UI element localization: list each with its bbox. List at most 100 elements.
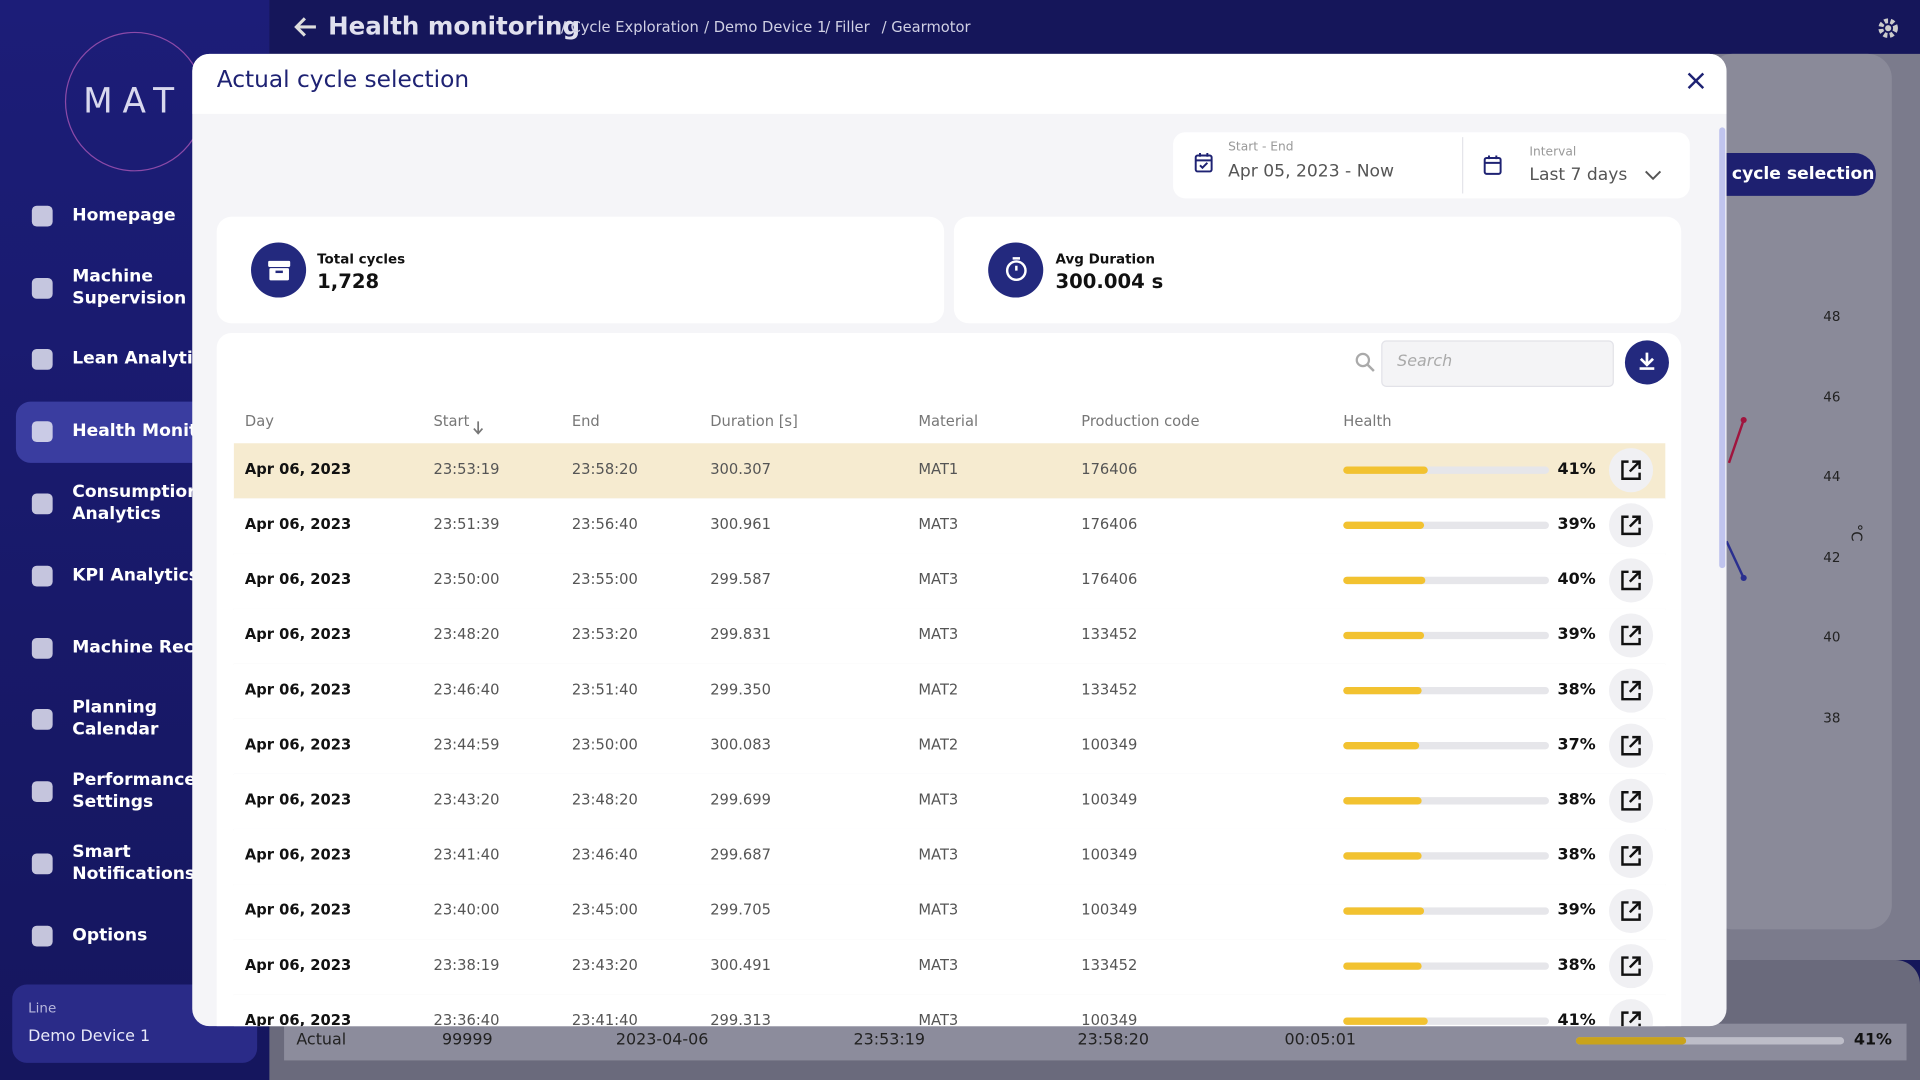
breadcrumb[interactable]: / Gearmotor — [881, 18, 971, 36]
search-input[interactable] — [1381, 340, 1614, 387]
open-glyph[interactable] — [1609, 834, 1653, 878]
sort-icon[interactable] — [473, 416, 484, 435]
nav-icon[interactable] — [31, 925, 53, 947]
nav-item[interactable]: KPI Analytics — [72, 565, 199, 586]
nav-item[interactable]: Lean Analytic — [72, 348, 203, 369]
open-glyph[interactable] — [1609, 503, 1653, 547]
axis-unit: °C — [1847, 523, 1866, 542]
cell: 23:50:00 — [571, 735, 638, 754]
cycle-button[interactable]: ed cycle selection — [1702, 153, 1876, 196]
search-placeholder[interactable]: Search — [1397, 352, 1453, 372]
cell: 100349 — [1081, 791, 1138, 809]
scrollbar — [1719, 127, 1726, 569]
health-bar — [1343, 631, 1424, 640]
cell: 299.350 — [710, 680, 771, 698]
axis-tick-label: 40 — [1823, 629, 1841, 646]
health-track — [1343, 521, 1549, 529]
breadcrumb[interactable]: / Cycle Exploration — [560, 18, 699, 36]
download-glyph[interactable] — [1637, 351, 1657, 371]
open-button[interactable] — [1608, 888, 1654, 934]
cell: 300.961 — [710, 515, 771, 533]
line-label: Line — [28, 1000, 57, 1017]
cell: 299.313 — [710, 1011, 771, 1027]
open-glyph[interactable] — [1609, 613, 1653, 657]
open-button[interactable] — [1608, 613, 1654, 658]
cell: 133452 — [1081, 956, 1138, 974]
open-button[interactable] — [1608, 448, 1654, 493]
cell: 100349 — [1081, 901, 1138, 919]
open-glyph[interactable] — [1609, 724, 1653, 768]
dropdown-icon[interactable] — [1644, 169, 1662, 181]
health-label: 39% — [1557, 515, 1596, 534]
nav-item[interactable]: Homepage — [72, 205, 176, 226]
open-glyph[interactable] — [1609, 889, 1653, 933]
kpi-value: 300.004 s — [1055, 269, 1164, 293]
open-glyph[interactable] — [1609, 448, 1653, 492]
column-header: Day — [244, 412, 274, 430]
back-icon[interactable] — [294, 15, 318, 39]
breadcrumb[interactable]: / Demo Device 1 — [704, 18, 827, 36]
nav-item[interactable]: Options — [72, 925, 148, 946]
open-button[interactable] — [1608, 944, 1654, 989]
nav-icon[interactable] — [31, 493, 53, 515]
health-label: 41% — [1557, 460, 1596, 479]
cell: MAT3 — [918, 846, 959, 864]
open-button[interactable] — [1608, 558, 1654, 603]
nav-item[interactable]: Smart Notifications — [72, 842, 196, 885]
column-header[interactable]: Start — [433, 412, 470, 430]
nav-item[interactable]: Consumption Analytics — [72, 482, 200, 525]
nav-item[interactable]: Health Monito — [72, 421, 209, 441]
nav-item[interactable]: Performance Settings — [72, 770, 197, 812]
column-header: Production code — [1081, 412, 1200, 430]
open-button[interactable] — [1608, 723, 1654, 768]
open-button[interactable] — [1608, 668, 1654, 713]
column-header: Health — [1343, 412, 1392, 430]
nav-icon[interactable] — [31, 853, 53, 875]
nav-icon[interactable] — [31, 637, 53, 659]
nav-icon[interactable] — [31, 205, 53, 227]
modal: Actual cycle selection Start - End Apr 0… — [192, 53, 1727, 1027]
nav-icon[interactable] — [31, 421, 53, 443]
open-glyph[interactable] — [1609, 944, 1653, 988]
nav-item[interactable]: Planning Calendar — [72, 697, 159, 740]
settings-icon[interactable] — [1876, 16, 1900, 40]
health-bar — [1343, 521, 1424, 529]
health-bar — [1343, 1017, 1428, 1025]
interval-value[interactable]: Last 7 days — [1529, 165, 1628, 185]
cell: 23:53:19 — [433, 460, 500, 478]
open-button[interactable] — [1608, 999, 1654, 1027]
timer-glyph — [1005, 257, 1027, 282]
range-value[interactable]: Apr 05, 2023 - Now — [1228, 161, 1395, 182]
nav-icon[interactable] — [31, 277, 53, 299]
cell: Apr 06, 2023 — [244, 1011, 352, 1027]
sort-arrow[interactable] — [473, 421, 484, 435]
nav-icon[interactable] — [31, 565, 53, 587]
nav-item[interactable]: Machine Supervision — [72, 266, 187, 309]
open-glyph[interactable] — [1609, 669, 1653, 713]
open-glyph[interactable] — [1609, 558, 1653, 602]
nav-icon[interactable] — [31, 348, 53, 370]
nav-item[interactable]: Machine Reco — [72, 637, 206, 658]
open-button[interactable] — [1608, 778, 1654, 823]
open-glyph[interactable] — [1609, 779, 1653, 823]
cell: 300.083 — [710, 735, 771, 754]
axis-tick-label: 38 — [1823, 710, 1841, 727]
open-button[interactable] — [1608, 833, 1654, 878]
open-button[interactable] — [1608, 503, 1654, 548]
cell: MAT3 — [918, 901, 959, 919]
breadcrumb[interactable]: / Filler — [825, 18, 870, 36]
open-glyph[interactable] — [1609, 999, 1653, 1027]
axis-tick-label: 44 — [1823, 469, 1841, 486]
cycle-button-label[interactable]: ed cycle selection — [1702, 164, 1875, 184]
cell: 299.705 — [710, 901, 771, 919]
health-track — [1343, 466, 1549, 474]
cell: 300.307 — [710, 460, 771, 478]
health-track — [1343, 1017, 1549, 1025]
cell: MAT3 — [918, 625, 959, 643]
nav-icon[interactable] — [31, 708, 53, 730]
close-button[interactable] — [1687, 72, 1705, 90]
cell: 23:45:00 — [571, 901, 638, 919]
health-bar — [1343, 466, 1428, 474]
health-label: 38% — [1557, 846, 1596, 865]
nav-icon[interactable] — [31, 781, 53, 803]
